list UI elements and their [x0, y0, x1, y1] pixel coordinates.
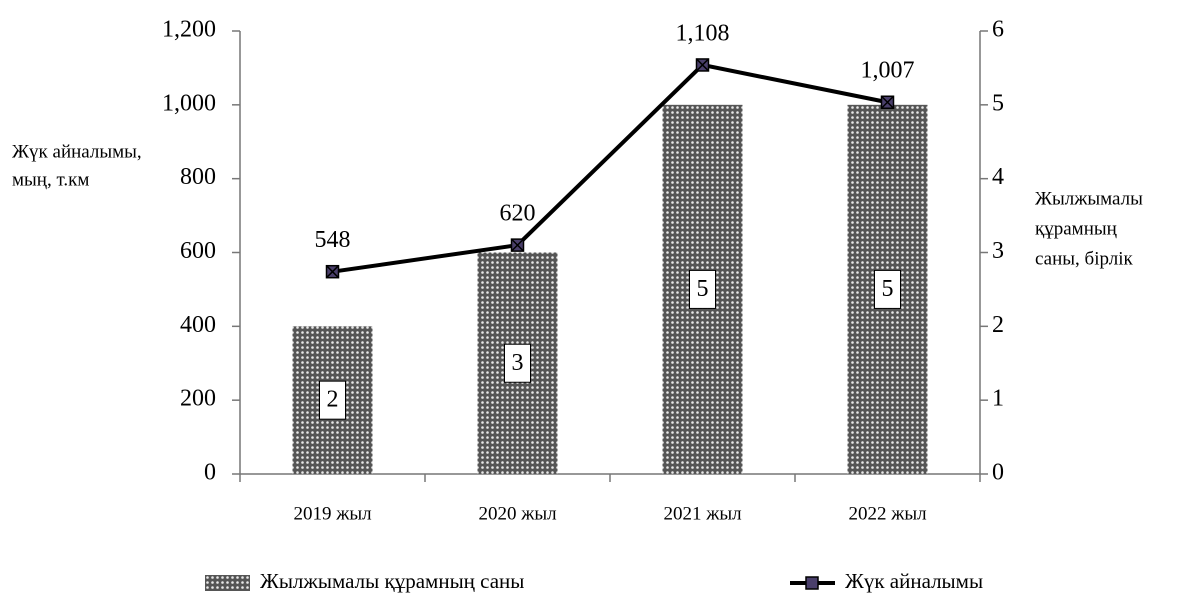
legend-swatch	[205, 575, 250, 591]
y2-tick-label: 4	[992, 164, 1004, 190]
y2-axis-label: Жылжымалы	[1035, 188, 1143, 209]
y2-tick-label: 0	[992, 460, 1004, 486]
marker	[325, 264, 340, 279]
y2-axis-label: саны, бірлік	[1035, 248, 1133, 269]
y2-tick-label: 2	[992, 312, 1004, 338]
data-label-box	[689, 269, 716, 309]
data-label: 5	[882, 276, 894, 302]
data-label: 3	[512, 350, 524, 376]
x-tick-label: 2020 жыл	[478, 503, 557, 524]
y-tick-label: 1,000	[162, 90, 216, 116]
y2-tick-label: 3	[992, 238, 1004, 264]
y-tick-label: 0	[204, 460, 216, 486]
y2-tick-label: 5	[992, 90, 1004, 116]
data-label-box	[504, 343, 531, 383]
y-tick-label: 200	[180, 386, 216, 412]
x-tick-label: 2019 жыл	[293, 503, 372, 524]
marker	[510, 238, 525, 252]
data-label: 2	[327, 387, 339, 413]
data-label: 1,108	[676, 20, 730, 46]
data-label: 620	[500, 201, 536, 227]
y-axis-label: Жүк айналымы,	[12, 141, 142, 162]
y-tick-label: 800	[180, 164, 216, 190]
marker-x	[325, 265, 340, 279]
marker	[880, 95, 895, 109]
marker	[695, 58, 710, 72]
x-tick-label: 2021 жыл	[663, 503, 742, 524]
y-tick-label: 400	[180, 312, 216, 338]
y2-tick-label: 6	[992, 17, 1004, 43]
y-tick-label: 1,200	[162, 17, 216, 43]
y-tick-label: 600	[180, 238, 216, 264]
legend-label: Жылжымалы құрамның саны	[260, 569, 524, 593]
data-label: 548	[315, 227, 351, 253]
marker-x	[695, 58, 710, 72]
y2-axis-label: құрамның	[1035, 218, 1117, 239]
marker-x	[880, 95, 895, 109]
y2-tick-label: 1	[992, 386, 1004, 412]
line	[332, 62, 888, 274]
y-axis-label: мың, т.км	[12, 169, 89, 190]
x-tick-label: 2022 жыл	[848, 503, 927, 524]
legend-label: Жүк айналымы	[845, 569, 983, 593]
data-label: 5	[697, 276, 709, 302]
data-label: 1,007	[861, 58, 915, 84]
data-label-box	[319, 380, 346, 420]
data-label-box	[874, 269, 901, 309]
marker-x	[510, 238, 525, 252]
legend-marker	[805, 576, 819, 590]
